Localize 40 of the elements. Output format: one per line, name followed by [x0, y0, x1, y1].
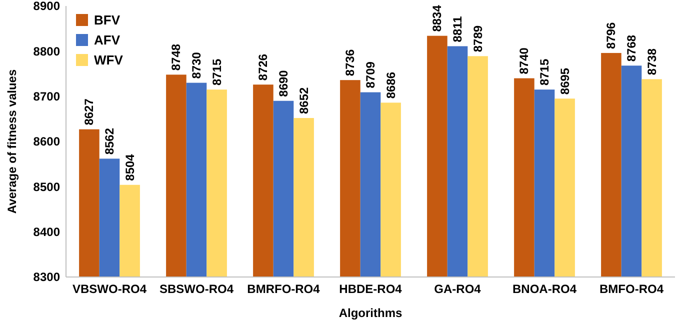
y-tick-label: 8300	[33, 270, 60, 284]
data-label: 8715	[210, 58, 224, 86]
data-label: 8709	[364, 61, 378, 88]
y-tick-label: 8400	[33, 225, 60, 240]
y-tick-label: 8600	[33, 134, 60, 149]
x-axis-title: Algorithms	[338, 306, 402, 320]
data-label: 8627	[82, 98, 96, 126]
x-tick-label: BNOA-RO4	[512, 282, 577, 296]
y-axis-title: Average of fitness values	[5, 69, 19, 214]
x-tick-label: SBSWO-RO4	[159, 282, 234, 296]
data-label: 8834	[430, 4, 444, 32]
data-label: 8690	[276, 70, 290, 97]
data-label: 8562	[102, 128, 116, 155]
x-tick-label: BMRFO-RO4	[247, 282, 320, 296]
x-tick-label: VBSWO-RO4	[72, 282, 147, 296]
data-label: 8504	[122, 154, 137, 181]
data-label: 8726	[256, 54, 270, 81]
data-label: 8796	[604, 22, 618, 49]
data-label: 8738	[644, 48, 659, 76]
data-label: 8748	[169, 44, 184, 71]
x-tick-label: BMFO-RO4	[600, 282, 664, 296]
x-tick-label: GA-RO4	[434, 282, 482, 296]
data-label: 8695	[558, 68, 572, 95]
y-tick-label: 8900	[33, 0, 60, 14]
x-tick-label: HBDE-RO4	[339, 282, 402, 296]
data-label: 8736	[343, 49, 358, 76]
y-tick-label: 8500	[33, 180, 60, 194]
data-label: 8715	[538, 58, 552, 86]
data-label: 8730	[190, 52, 204, 79]
legend-label: BFV	[94, 12, 120, 28]
legend-label: AFV	[94, 32, 120, 48]
data-label: 8652	[296, 86, 311, 114]
data-label: 8768	[624, 34, 638, 62]
data-label: 8686	[384, 72, 398, 99]
data-label: 8789	[470, 25, 485, 52]
y-tick-label: 8700	[33, 90, 60, 104]
y-tick-label: 8800	[33, 44, 60, 58]
data-label: 8811	[450, 16, 464, 42]
data-label: 8740	[517, 47, 532, 74]
legend-label: WFV	[94, 52, 124, 68]
